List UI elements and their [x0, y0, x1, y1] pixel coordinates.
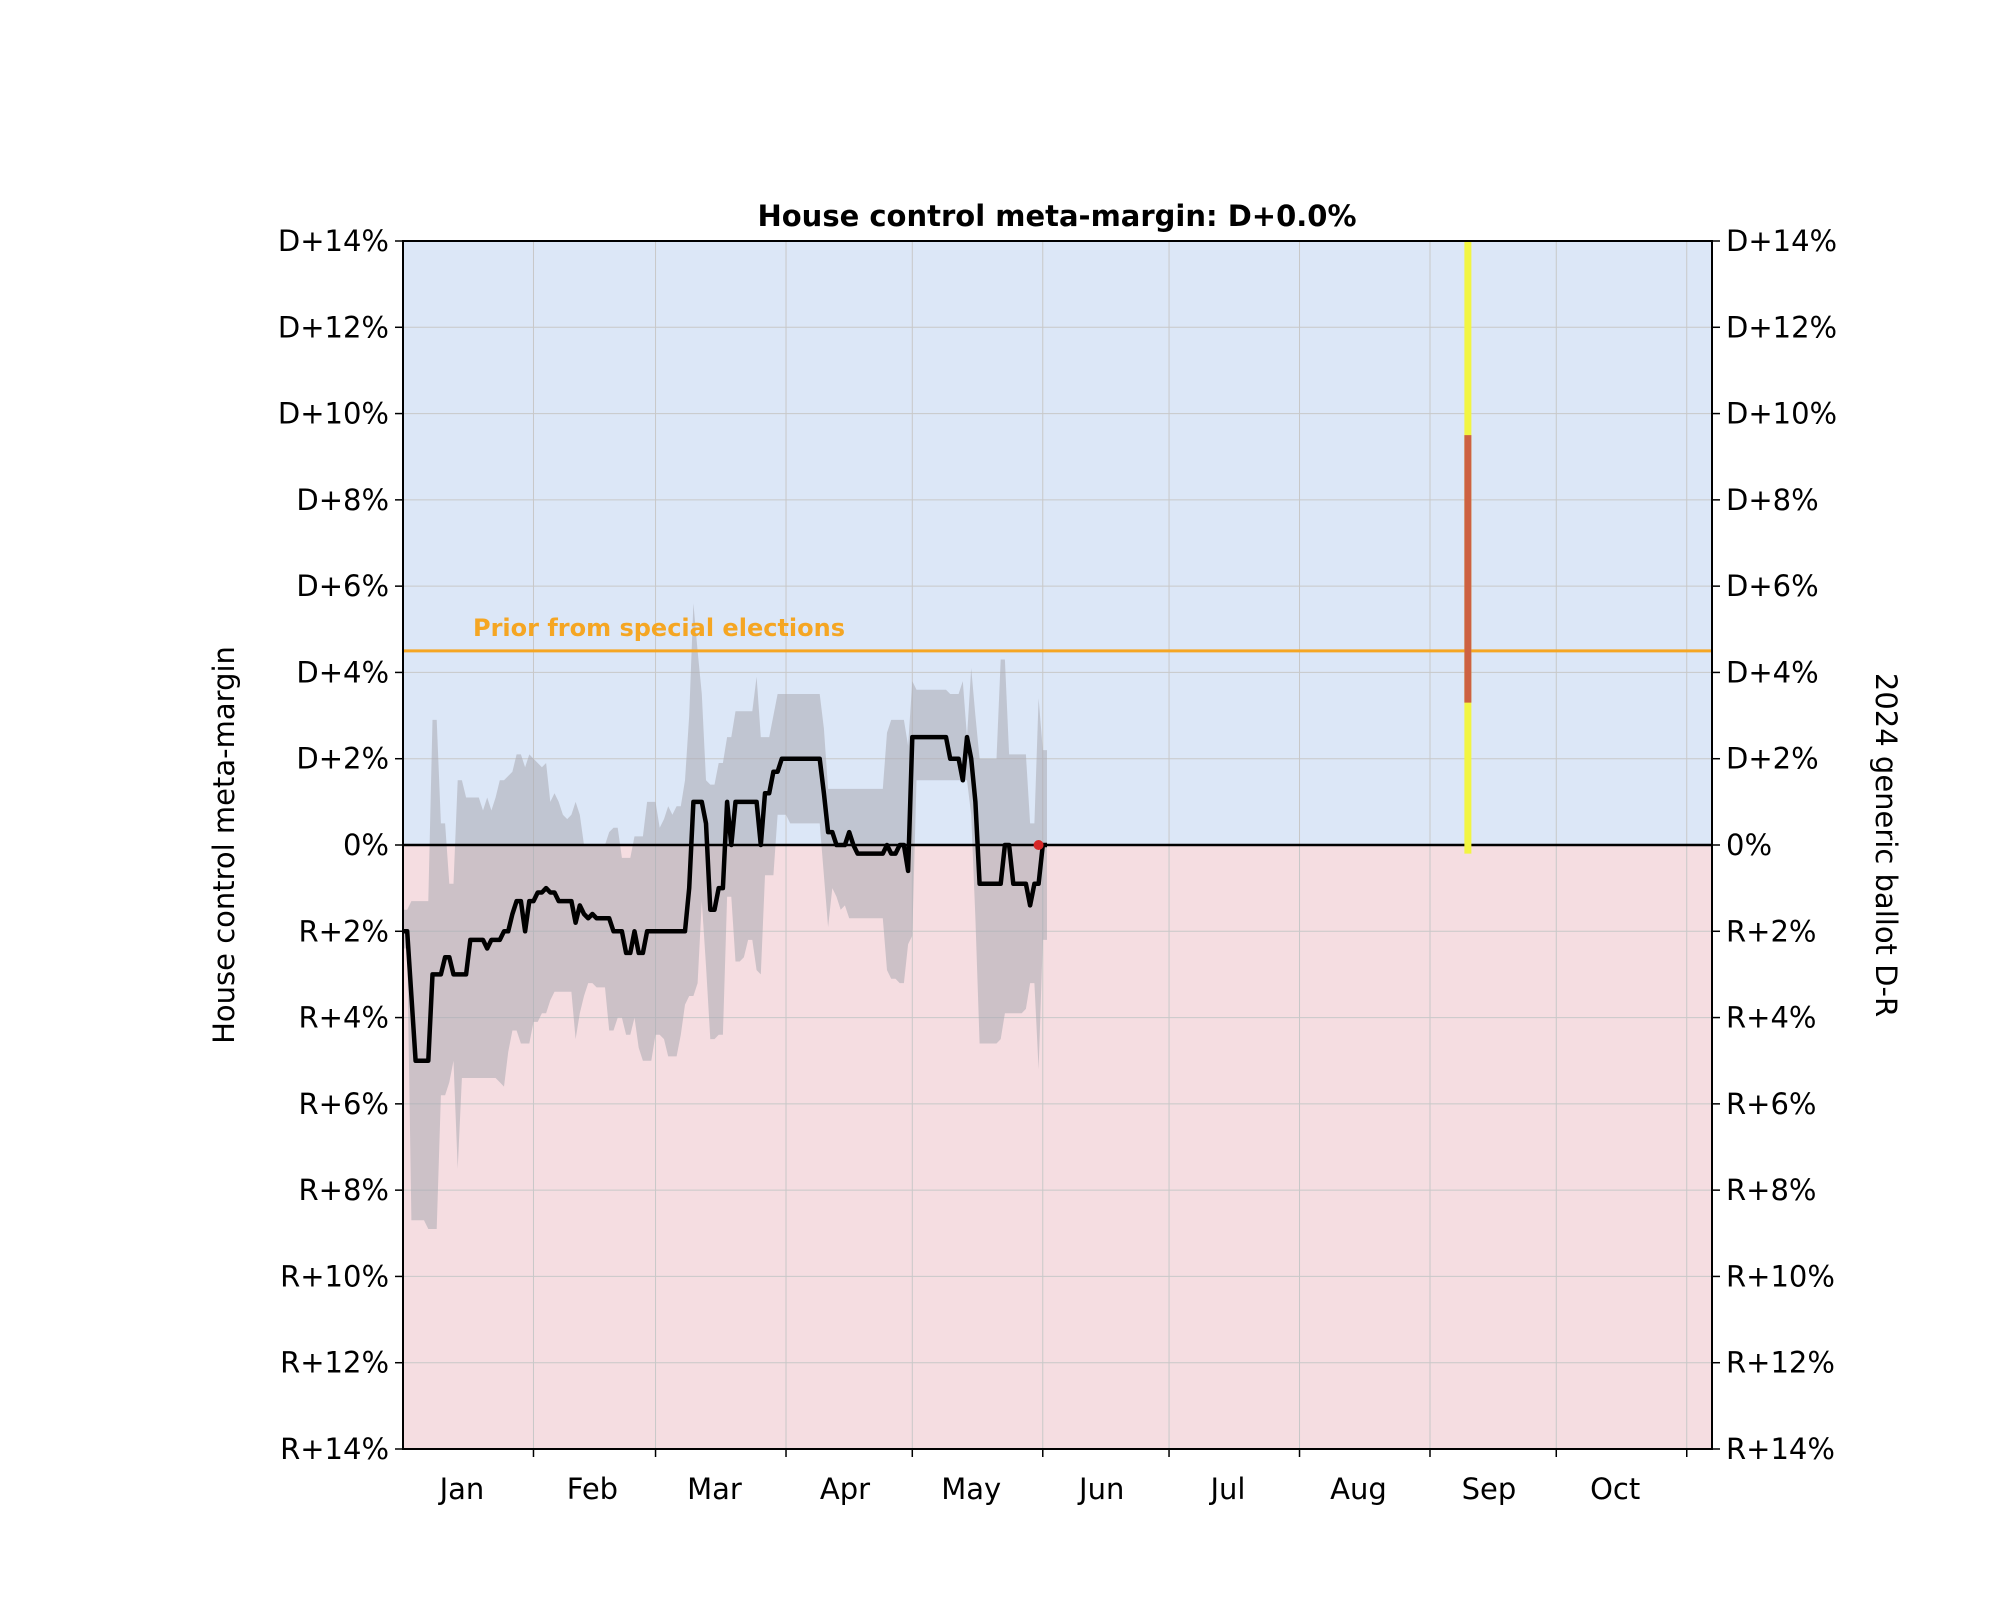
y-tick-label-right: 0%	[1726, 828, 1772, 862]
y-tick-label-right: R+2%	[1726, 914, 1816, 948]
y-tick-label-left: D+2%	[296, 742, 389, 776]
dem-region	[403, 241, 1712, 845]
y-tick-label-left: D+8%	[296, 483, 389, 517]
y-tick-label-right: D+4%	[1726, 655, 1819, 689]
y-tick-label-left: R+4%	[299, 1001, 389, 1035]
y-tick-label-right: R+10%	[1726, 1259, 1835, 1293]
current-value-point	[1033, 840, 1044, 850]
x-tick-label: May	[941, 1472, 1001, 1506]
y-tick-label-left: R+10%	[280, 1259, 389, 1293]
y-tick-label-left: D+6%	[296, 569, 389, 603]
x-tick-label: Apr	[820, 1472, 870, 1506]
y-tick-label-left: R+8%	[299, 1173, 389, 1207]
y-tick-label-left: R+14%	[280, 1432, 389, 1466]
y-tick-label-left: R+2%	[299, 914, 389, 948]
y-tick-label-left: 0%	[343, 828, 389, 862]
x-tick-label: Jun	[1077, 1472, 1124, 1506]
y-tick-label-left: R+12%	[280, 1346, 389, 1380]
y-tick-label-left: D+14%	[278, 224, 389, 258]
x-tick-label: Jan	[438, 1472, 485, 1506]
uncertainty-band	[403, 603, 1047, 1229]
x-tick-label: Aug	[1330, 1472, 1387, 1506]
x-tick-label: Jul	[1208, 1472, 1245, 1506]
x-tick-label: Feb	[567, 1472, 618, 1506]
y-tick-label-right: D+8%	[1726, 483, 1819, 517]
y-tick-label-right: D+10%	[1726, 397, 1837, 431]
y-tick-label-left: R+6%	[299, 1087, 389, 1121]
y-tick-label-right: R+12%	[1726, 1346, 1835, 1380]
meta-margin-line	[403, 734, 1047, 1063]
y-axis-label-left: House control meta-margin	[207, 646, 241, 1044]
y-tick-label-right: R+8%	[1726, 1173, 1816, 1207]
y-tick-label-right: D+6%	[1726, 569, 1819, 603]
right-y-axis: D+14% D+12% D+10% D+8% D+6% D+4% D+2% 0% R+2% R+4…	[1712, 224, 1837, 1466]
y-tick-label-left: D+4%	[296, 655, 389, 689]
y-tick-label-left: D+12%	[278, 310, 389, 344]
y-axis-label-right: 2024 generic ballot D-R	[1869, 673, 1903, 1017]
y-tick-label-right: R+6%	[1726, 1087, 1816, 1121]
x-tick-label: Oct	[1590, 1472, 1640, 1506]
y-tick-label-left: D+10%	[278, 397, 389, 431]
y-tick-label-right: D+14%	[1726, 224, 1837, 258]
prior-label: Prior from special elections	[473, 614, 845, 642]
x-tick-label: Sep	[1462, 1472, 1517, 1506]
y-tick-label-right: R+14%	[1726, 1432, 1835, 1466]
y-tick-label-right: D+12%	[1726, 310, 1837, 344]
x-axis: Jan Feb Mar Apr May Jun Jul Aug Sep Oct	[438, 1449, 1688, 1506]
y-tick-label-right: R+4%	[1726, 1001, 1816, 1035]
left-y-axis: D+14% D+12% D+10% D+8% D+6% D+4% D+2% 0% R+2% R+4…	[278, 224, 403, 1466]
x-tick-label: Mar	[687, 1472, 742, 1506]
chart-title: House control meta-margin: D+0.0%	[757, 199, 1356, 233]
y-tick-label-right: D+2%	[1726, 742, 1819, 776]
